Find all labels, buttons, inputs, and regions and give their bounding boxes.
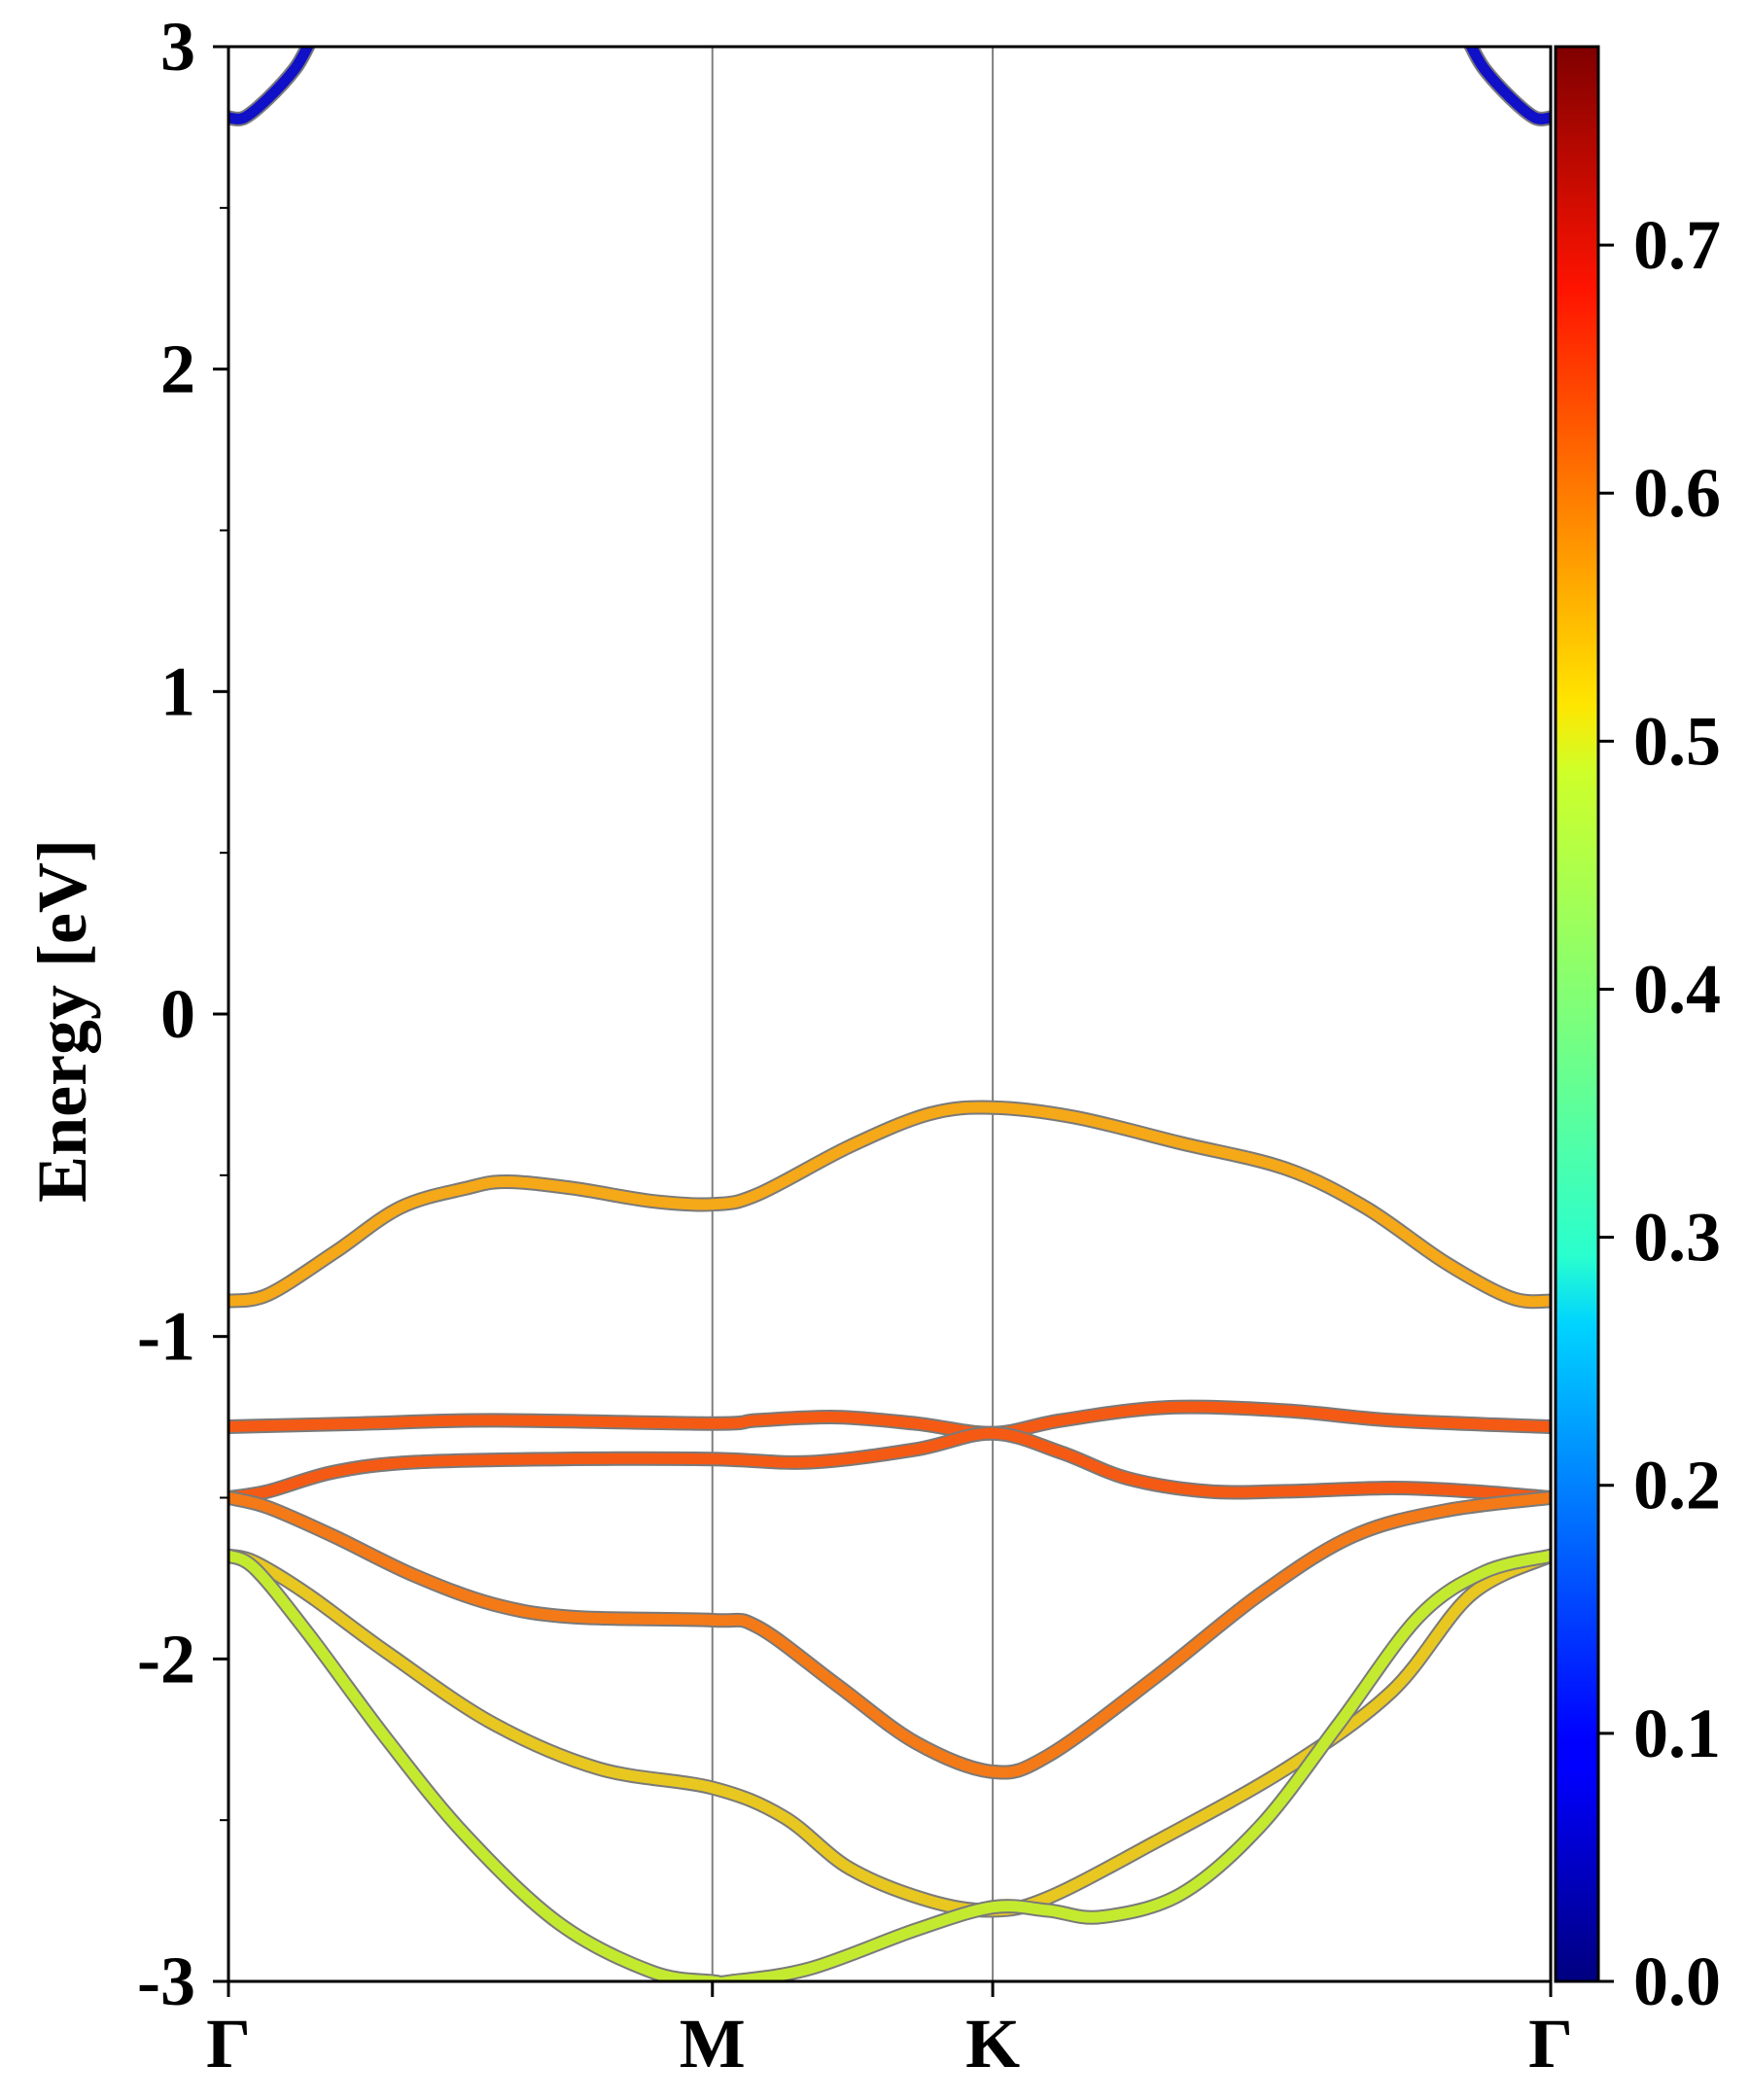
colorbar-tick-label-2: 0.5 bbox=[1633, 702, 1721, 780]
colorbar-tick-label-4: 0.3 bbox=[1633, 1199, 1721, 1277]
colorbar-tick-label-6: 0.1 bbox=[1633, 1695, 1721, 1772]
y-tick-label-0: 3 bbox=[160, 8, 195, 86]
band-2 bbox=[228, 1102, 1551, 1308]
x-tick-label-3: Γ bbox=[1528, 2005, 1573, 2082]
x-tick-label-2: K bbox=[965, 2005, 1020, 2082]
y-axis-label: Energy [eV] bbox=[23, 839, 101, 1203]
y-tick-label-2: 1 bbox=[160, 652, 195, 730]
x-tick-label-1: M bbox=[680, 2005, 746, 2082]
band-6 bbox=[228, 1550, 1551, 1916]
colorbar-tick-label-3: 0.4 bbox=[1633, 950, 1721, 1028]
colorbar-tick-label-7: 0.0 bbox=[1633, 1942, 1721, 2020]
band-outline-7 bbox=[228, 1548, 1551, 1981]
y-tick-label-3: 0 bbox=[160, 975, 195, 1053]
y-tick-label-5: -2 bbox=[137, 1620, 195, 1698]
band-lines bbox=[228, 47, 1551, 1981]
plot-frame bbox=[227, 45, 1553, 1983]
y-tick-label-4: -1 bbox=[137, 1298, 195, 1376]
y-tick-label-1: 2 bbox=[160, 331, 195, 408]
band-5 bbox=[228, 1492, 1551, 1778]
colorbar-ticks: 0.7 0.6 0.5 0.4 0.3 0.2 0.1 0.0 bbox=[1598, 206, 1721, 2020]
kpoint-divider-lines bbox=[711, 47, 995, 1981]
y-axis-ticks: 3 2 1 0 -1 -2 -3 bbox=[137, 8, 228, 2020]
colorbar-tick-label-1: 0.6 bbox=[1633, 454, 1721, 532]
y-tick-label-6: -3 bbox=[137, 1942, 195, 2020]
colorbar-tick-label-0: 0.7 bbox=[1633, 206, 1721, 284]
colorbar-tick-label-5: 0.2 bbox=[1633, 1447, 1721, 1524]
band-0 bbox=[228, 47, 314, 124]
band-3 bbox=[228, 1401, 1551, 1439]
band-1 bbox=[1465, 47, 1551, 124]
colorbar bbox=[1554, 45, 1600, 1983]
band-4 bbox=[228, 1427, 1551, 1503]
x-tick-label-0: Γ bbox=[206, 2005, 251, 2082]
band-7 bbox=[228, 1550, 1551, 1981]
